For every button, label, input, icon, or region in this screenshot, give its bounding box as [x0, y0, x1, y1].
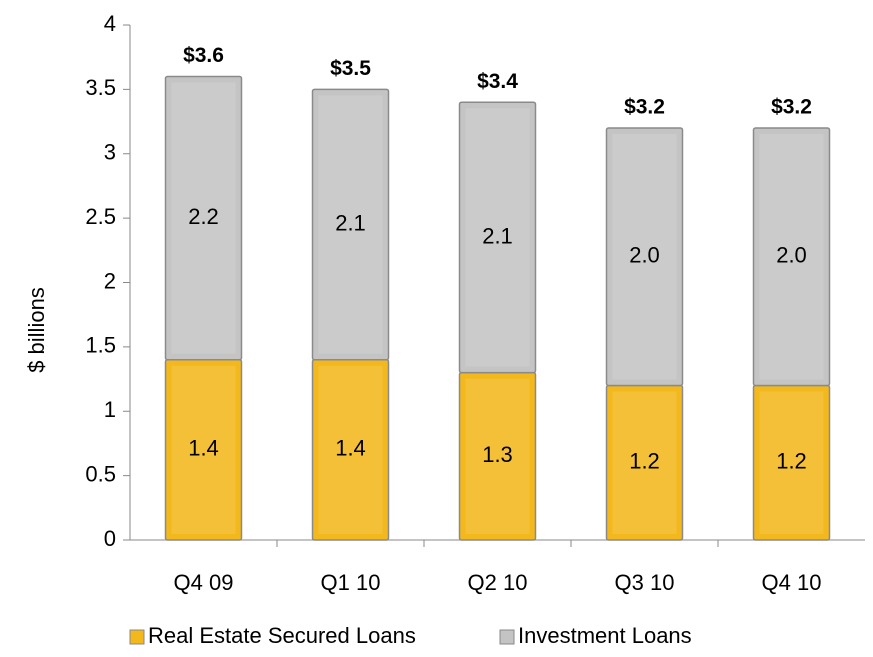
bar-bevel [612, 391, 677, 534]
x-tick-label: Q2 10 [468, 570, 528, 595]
x-tick-label: Q1 10 [321, 570, 381, 595]
y-tick-label: 1 [104, 397, 116, 422]
bar-bevel [465, 108, 530, 367]
value-label: 2.0 [776, 243, 807, 268]
y-tick-label: 4 [104, 11, 116, 36]
bar-bevel [612, 134, 677, 380]
bar-bevel [171, 82, 236, 354]
bar-segment [752, 127, 831, 387]
legend-swatch [499, 629, 515, 645]
bar-bevel [759, 134, 824, 380]
bar-bevel [759, 391, 824, 534]
legend-label: Real Estate Secured Loans [148, 623, 416, 648]
value-label: 2.2 [188, 204, 219, 229]
value-label: 1.3 [482, 442, 513, 467]
total-label: $3.2 [624, 96, 665, 119]
total-label: $3.5 [330, 57, 371, 80]
value-label: 1.2 [629, 449, 660, 474]
y-tick-label: 3 [104, 140, 116, 165]
bar-bevel [171, 365, 236, 534]
bar-bevel [318, 95, 383, 354]
bar-segment [605, 127, 684, 387]
bar-bevel [465, 378, 530, 534]
y-tick-label: 0 [104, 526, 116, 551]
x-tick-label: Q4 09 [174, 570, 234, 595]
y-tick-label: 2.5 [85, 204, 116, 229]
value-label: 1.2 [776, 449, 807, 474]
y-tick-label: 0.5 [85, 461, 116, 486]
total-label: $3.2 [771, 96, 812, 119]
bar-segment [311, 88, 390, 361]
total-label: $3.6 [183, 44, 224, 67]
value-label: 1.4 [188, 436, 219, 461]
legend-label: Investment Loans [518, 623, 692, 648]
value-label: 1.4 [335, 436, 366, 461]
total-label: $3.4 [477, 70, 518, 93]
legend-swatch [129, 629, 145, 645]
value-label: 2.0 [629, 243, 660, 268]
x-tick-label: Q4 10 [762, 570, 822, 595]
y-axis-label: $ billions [24, 287, 49, 373]
x-tick-label: Q3 10 [615, 570, 675, 595]
y-tick-label: 1.5 [85, 333, 116, 358]
y-tick-label: 2 [104, 268, 116, 293]
bar-segment [458, 101, 537, 374]
bar-bevel [318, 365, 383, 534]
y-tick-label: 3.5 [85, 75, 116, 100]
value-label: 2.1 [482, 223, 513, 248]
bar-segment [164, 75, 243, 361]
value-label: 2.1 [335, 210, 366, 235]
